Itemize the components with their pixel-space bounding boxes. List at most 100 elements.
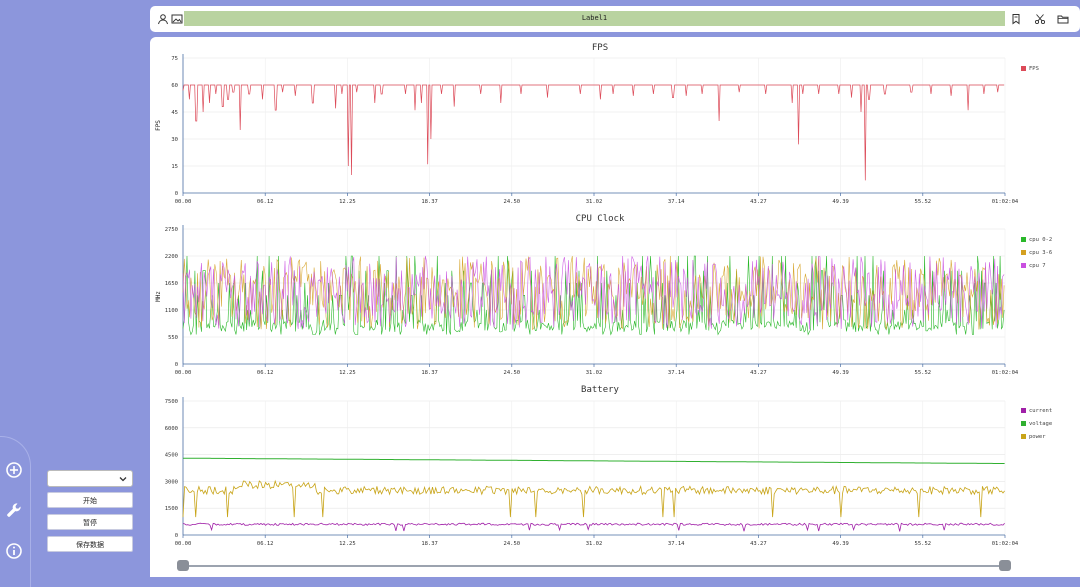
- y-tick-label: 0: [175, 362, 178, 368]
- x-tick-label: 12.25: [339, 541, 356, 547]
- y-axis-label: MHz: [155, 291, 162, 302]
- x-tick-label: 24.50: [504, 370, 521, 376]
- scissors-icon[interactable]: [1034, 13, 1046, 25]
- x-tick-label: 12.25: [339, 199, 356, 205]
- x-tick-label: 49.39: [832, 370, 849, 376]
- x-tick-label: 06.12: [257, 199, 274, 205]
- y-tick-label: 1650: [165, 281, 178, 287]
- legend-label: FPS: [1029, 66, 1039, 72]
- time-range-slider[interactable]: [180, 565, 1006, 567]
- y-tick-label: 0: [175, 191, 178, 197]
- bookmark-icon[interactable]: [1010, 13, 1022, 25]
- slider-start-handle[interactable]: [177, 560, 189, 571]
- chart-title: Battery: [581, 385, 620, 395]
- x-tick-label: 24.50: [504, 199, 521, 205]
- x-tick-label: 49.39: [832, 199, 849, 205]
- y-tick-label: 0: [175, 533, 178, 539]
- x-tick-label: 12.25: [339, 370, 356, 376]
- top-toolbar: Label1: [150, 6, 1080, 32]
- wrench-icon[interactable]: [5, 501, 23, 519]
- legend-label: power: [1029, 434, 1046, 440]
- x-tick-label: 01:02:04: [992, 541, 1019, 547]
- x-tick-label: 18.37: [421, 541, 438, 547]
- legend-swatch: [1021, 250, 1026, 255]
- x-tick-label: 01:02:04: [992, 199, 1019, 205]
- image-icon[interactable]: [171, 13, 183, 25]
- chart-title: CPU Clock: [576, 214, 625, 224]
- slider-end-handle[interactable]: [999, 560, 1011, 571]
- y-tick-label: 75: [171, 56, 178, 62]
- legend-swatch: [1021, 434, 1026, 439]
- y-tick-label: 6000: [165, 426, 178, 432]
- info-icon[interactable]: [5, 542, 23, 560]
- x-tick-label: 00.00: [175, 541, 192, 547]
- series-line-fps: [182, 84, 1005, 181]
- series-line-current: [182, 522, 1005, 532]
- user-icon[interactable]: [157, 13, 169, 25]
- y-tick-label: 3000: [165, 479, 178, 485]
- x-tick-label: 55.52: [915, 541, 932, 547]
- legend-label: voltage: [1029, 421, 1052, 427]
- charts-canvas[interactable]: FPS 0 15 30 45 60 75 00.00 06.12 12.25 18.37 24.50 3…: [150, 37, 1080, 577]
- device-select[interactable]: [47, 470, 133, 487]
- x-tick-label: 37.14: [668, 370, 685, 376]
- legend-swatch: [1021, 237, 1026, 242]
- series-line-voltage: [183, 457, 1005, 464]
- x-tick-label: 31.02: [586, 199, 603, 205]
- chevron-down-icon: [119, 477, 127, 482]
- x-tick-label: 06.12: [257, 541, 274, 547]
- series-line-cpu-7: [182, 255, 1005, 330]
- y-tick-label: 2200: [165, 254, 178, 260]
- x-tick-label: 43.27: [750, 541, 767, 547]
- save-data-button[interactable]: 保存数据: [47, 536, 133, 552]
- add-circle-icon[interactable]: [5, 461, 23, 479]
- y-tick-label: 60: [171, 83, 178, 89]
- start-button[interactable]: 开始: [47, 492, 133, 508]
- x-tick-label: 55.52: [915, 199, 932, 205]
- y-tick-label: 4500: [165, 453, 178, 459]
- x-tick-label: 31.02: [586, 370, 603, 376]
- x-tick-label: 18.37: [421, 370, 438, 376]
- y-tick-label: 45: [171, 110, 178, 116]
- legend-label: cpu 7: [1029, 263, 1046, 269]
- chart-title: FPS: [592, 43, 608, 53]
- x-tick-label: 37.14: [668, 541, 685, 547]
- x-tick-label: 18.37: [421, 199, 438, 205]
- series-line-cpu-3-6: [182, 255, 1005, 331]
- x-tick-label: 01:02:04: [992, 370, 1019, 376]
- x-tick-label: 24.50: [504, 541, 521, 547]
- x-tick-label: 55.52: [915, 370, 932, 376]
- left-panel: 开始 暂停 保存数据: [0, 0, 150, 587]
- x-tick-label: 43.27: [750, 199, 767, 205]
- pause-button[interactable]: 暂停: [47, 514, 133, 530]
- y-tick-label: 1500: [165, 506, 178, 512]
- label-field[interactable]: Label1: [184, 11, 1005, 26]
- legend-swatch: [1021, 421, 1026, 426]
- x-tick-label: 00.00: [175, 199, 192, 205]
- legend-label: cpu 3-6: [1029, 250, 1052, 256]
- chart-2: Battery 0 1500 3000 4500 6000 7500 00.00 06.12 12…: [165, 385, 1052, 547]
- x-tick-label: 37.14: [668, 199, 685, 205]
- chart-0: FPS 0 15 30 45 60 75 00.00 06.12 12.25 18.37 24.50 3…: [155, 43, 1039, 205]
- x-tick-label: 49.39: [832, 541, 849, 547]
- y-tick-label: 15: [171, 164, 178, 170]
- x-tick-label: 00.00: [175, 370, 192, 376]
- y-tick-label: 550: [168, 335, 178, 341]
- legend-swatch: [1021, 408, 1026, 413]
- series-line-power: [182, 479, 1005, 518]
- series-line-cpu-0-2: [182, 255, 1005, 336]
- x-tick-label: 31.02: [586, 541, 603, 547]
- chart-panel: FPS 0 15 30 45 60 75 00.00 06.12 12.25 18.37 24.50 3…: [150, 37, 1080, 577]
- legend-swatch: [1021, 263, 1026, 268]
- y-tick-label: 7500: [165, 399, 178, 405]
- legend-label: current: [1029, 408, 1052, 414]
- y-tick-label: 30: [171, 137, 178, 143]
- y-tick-label: 2750: [165, 227, 178, 233]
- y-tick-label: 1100: [165, 308, 178, 314]
- legend-swatch: [1021, 66, 1026, 71]
- x-tick-label: 43.27: [750, 370, 767, 376]
- folder-icon[interactable]: [1057, 13, 1069, 25]
- chart-1: CPU Clock 0 550 1100 1650 2200 2750 00.00 06.12 1…: [155, 214, 1052, 376]
- y-axis-label: FPS: [155, 120, 162, 131]
- legend-label: cpu 0-2: [1029, 237, 1052, 243]
